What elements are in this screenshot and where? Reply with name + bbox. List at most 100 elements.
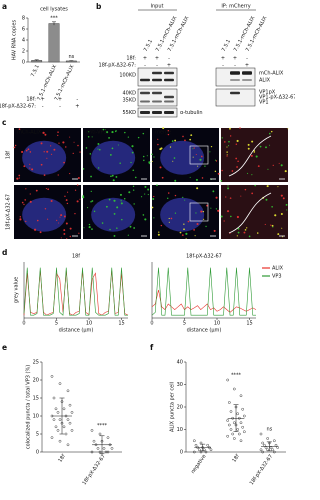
band: [152, 100, 162, 103]
punctum: [77, 144, 79, 147]
punctum: [227, 185, 229, 187]
punctum: [282, 197, 285, 200]
punctum: [193, 147, 195, 149]
punctum: [113, 213, 116, 215]
point: [206, 443, 209, 447]
row-label: 18f: [6, 151, 12, 159]
punctum: [88, 226, 91, 229]
y-tick-label: 20: [33, 378, 39, 384]
band-label: ALIX: [259, 78, 271, 84]
punctum: [227, 187, 230, 190]
point: [102, 447, 106, 450]
point: [266, 448, 269, 452]
punctum: [236, 166, 238, 168]
punctum: [65, 199, 68, 201]
y-tick-label: 10: [177, 427, 183, 433]
punctum: [265, 146, 267, 149]
band: [164, 78, 174, 82]
blot-header: Input: [151, 4, 164, 10]
point: [274, 443, 278, 447]
punctum: [25, 149, 28, 152]
point: [233, 437, 236, 440]
punctum: [78, 232, 80, 234]
punctum: [29, 151, 32, 153]
punctum: [280, 212, 283, 215]
punctum: [69, 227, 72, 230]
punctum: [65, 222, 68, 225]
point: [271, 448, 274, 452]
punctum: [174, 179, 177, 182]
point: [106, 450, 110, 454]
punctum: [142, 132, 145, 135]
punctum: [120, 200, 122, 202]
band-label: α-tubulin: [180, 110, 203, 116]
punctum: [117, 144, 119, 146]
punctum: [171, 140, 174, 142]
point: [193, 439, 196, 443]
punctum: [144, 218, 147, 221]
blot: [215, 88, 256, 107]
punctum: [240, 195, 242, 197]
punctum: [217, 172, 220, 175]
punctum: [18, 174, 21, 177]
punctum: [111, 147, 114, 150]
punctum: [280, 194, 283, 197]
sign: +: [75, 104, 79, 110]
punctum: [214, 159, 217, 161]
punctum: [251, 140, 254, 143]
point: [273, 450, 276, 454]
punctum: [27, 148, 30, 151]
punctum: [60, 237, 62, 239]
punctum: [127, 234, 129, 236]
x-tick-label: 15: [118, 321, 124, 327]
punctum: [271, 205, 273, 208]
y-tick-label: 20: [177, 405, 183, 411]
punctum: [105, 205, 108, 208]
x-tick-label: 18f-pX-Δ32-67: [81, 454, 106, 487]
punctum: [226, 210, 230, 213]
punctum: [147, 188, 150, 191]
punctum: [98, 148, 101, 151]
punctum: [106, 131, 109, 134]
punctum: [146, 155, 148, 157]
punctum: [67, 191, 69, 193]
punctum: [31, 168, 34, 171]
point: [239, 421, 243, 425]
bar: [48, 23, 60, 63]
y-tick-label: 0: [180, 450, 183, 456]
point: [70, 411, 74, 414]
punctum: [286, 209, 288, 211]
band: [230, 71, 240, 75]
point: [52, 418, 56, 421]
y-axis-label: grey value: [14, 277, 20, 303]
y-tick-label: 10: [33, 414, 39, 420]
punctum: [23, 165, 26, 168]
sign: +: [233, 56, 237, 62]
punctum: [130, 161, 132, 164]
punctum: [46, 150, 49, 153]
punctum: [93, 210, 96, 213]
zoom-box: [189, 145, 209, 165]
punctum: [13, 146, 16, 149]
punctum: [183, 223, 185, 225]
punctum: [168, 217, 170, 220]
point: [92, 439, 96, 443]
profile-line: [228, 135, 272, 177]
sign: -: [59, 104, 61, 110]
punctum: [44, 208, 47, 210]
point: [68, 403, 72, 407]
sign: -: [222, 63, 224, 69]
punctum: [265, 198, 268, 201]
punctum: [129, 225, 132, 228]
punctum: [278, 162, 280, 164]
punctum: [153, 195, 155, 198]
punctum: [247, 143, 250, 146]
punctum: [215, 208, 217, 210]
punctum: [272, 226, 274, 228]
punctum: [111, 130, 114, 134]
punctum: [228, 140, 230, 143]
punctum: [195, 212, 197, 214]
punctum: [69, 235, 72, 238]
lane-label: 7.5.1: [221, 39, 232, 53]
punctum: [271, 224, 274, 227]
